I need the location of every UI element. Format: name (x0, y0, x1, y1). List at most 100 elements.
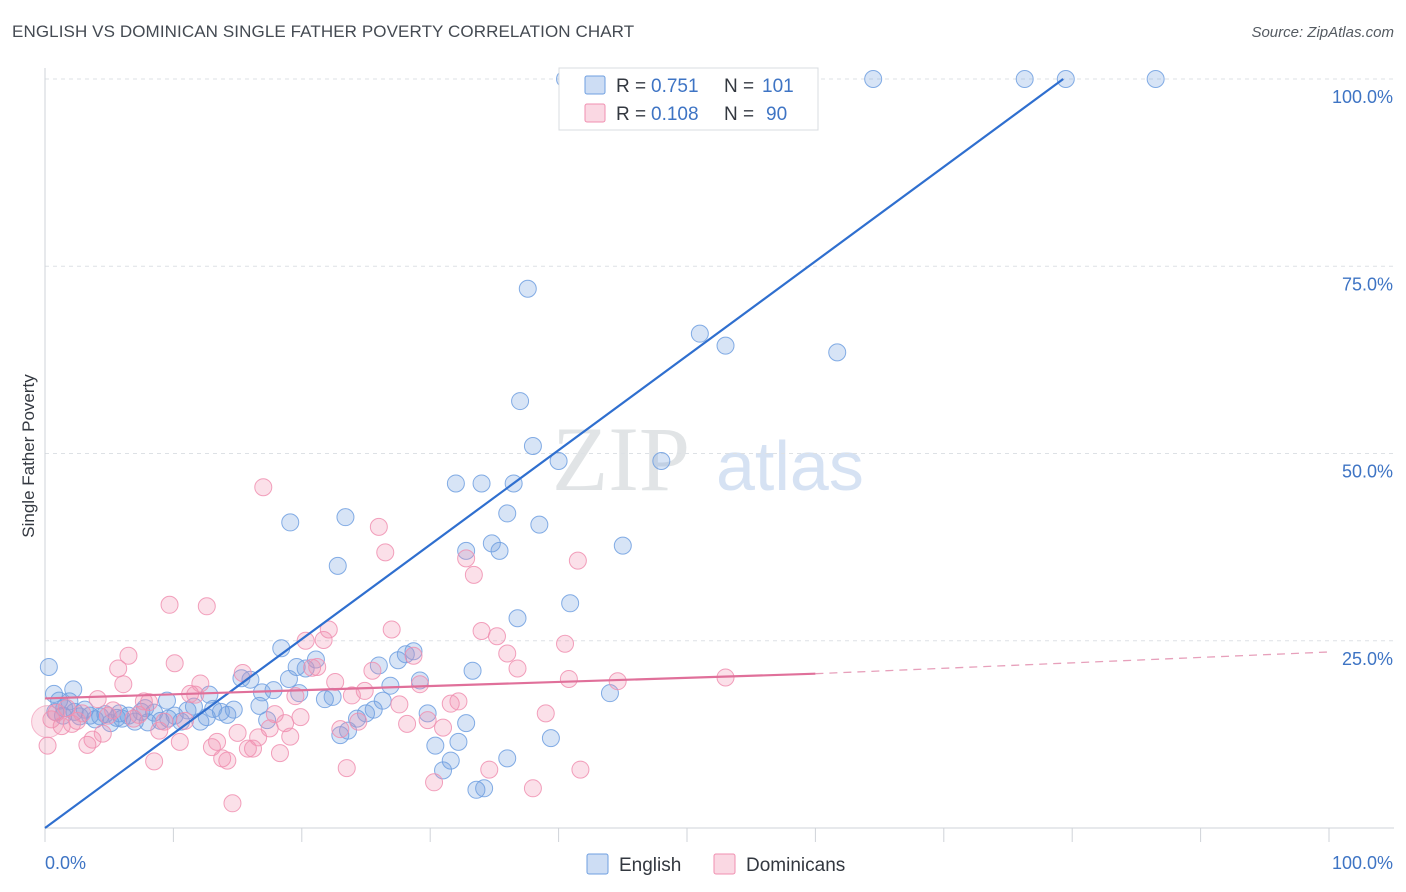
dominican-point-33 (208, 732, 227, 751)
english-point-65 (490, 541, 509, 560)
bottom-legend-swatch-english (586, 853, 609, 875)
english-point-69 (518, 279, 537, 298)
dominican-point-37 (228, 723, 247, 742)
english-point-68 (511, 392, 530, 411)
dominican-point-73 (449, 692, 468, 711)
english-point-53 (404, 642, 423, 661)
dominican-point-8 (78, 735, 97, 754)
trend-lines (44, 78, 1330, 829)
english-point-55 (418, 704, 437, 723)
english-point-109 (1146, 70, 1165, 88)
dominican-point-75 (464, 565, 483, 584)
y-tick-label-3: 100.0% (1332, 87, 1393, 107)
english-point-77 (472, 474, 491, 493)
dominican-point-61 (363, 661, 382, 680)
dominican-point-71 (434, 718, 453, 737)
dominican-point-16 (119, 646, 138, 665)
dominican-point-49 (291, 708, 310, 727)
dominican-point-32 (202, 738, 221, 757)
english-point-45 (339, 721, 358, 740)
dominican-point-66 (398, 714, 417, 733)
dominican-point-0 (38, 736, 57, 755)
dominican-point-9 (83, 730, 102, 749)
y-tick-label-2: 75.0% (1342, 274, 1393, 294)
english-point-108 (1056, 70, 1075, 88)
dominican-point-24 (160, 595, 179, 614)
dominican-point-27 (175, 711, 194, 730)
dominican-point-69 (418, 711, 437, 730)
english-point-48 (364, 700, 383, 719)
english-point-96 (690, 324, 709, 343)
english-point-79 (549, 451, 568, 470)
dominican-point-57 (337, 759, 356, 778)
dominican-point-83 (571, 760, 590, 779)
legend-swatch-dominicans (584, 103, 606, 123)
watermark-atlas: atlas (716, 427, 864, 505)
dominican-point-2 (47, 703, 66, 722)
y-tick-label-0: 25.0% (1342, 649, 1393, 669)
dominican-point-40 (244, 739, 263, 758)
dominican-trend-line (44, 672, 816, 700)
dominican-point-54 (319, 620, 338, 639)
tick-labels: 25.0% 50.0% 75.0% 100.0% 0.0% 100.0% (45, 87, 1393, 873)
english-point-107 (1015, 70, 1034, 88)
english-point-60 (457, 714, 476, 733)
english-point-82 (498, 749, 517, 768)
y-tick-label-1: 50.0% (1342, 462, 1393, 482)
legend-r-label-dominicans: R = (616, 104, 646, 125)
dominican-point-63 (376, 543, 395, 562)
dominican-point-10 (88, 690, 107, 709)
english-point-74 (336, 508, 355, 527)
legend-r-value-english: 0.751 (651, 76, 699, 97)
english-point-62 (467, 780, 486, 799)
english-point-76 (457, 541, 476, 560)
dominican-point-77 (480, 760, 499, 779)
legend-swatch-english (584, 75, 606, 95)
dominican-points (31, 478, 735, 813)
dominican-point-52 (308, 657, 327, 676)
dominican-point-64 (382, 620, 401, 639)
english-point-71 (530, 515, 549, 534)
grid (45, 78, 1394, 642)
dominican-point-70 (425, 773, 444, 792)
english-point-56 (426, 736, 445, 755)
english-point-75 (446, 474, 465, 493)
dominican-point-74 (457, 549, 476, 568)
legend-n-value-dominicans: 90 (766, 104, 787, 125)
dominican-point-84 (556, 634, 575, 653)
dominican-point-82 (536, 704, 555, 723)
english-point-81 (541, 729, 560, 748)
english-point-43 (323, 687, 342, 706)
english-point-98 (828, 343, 847, 362)
bottom-legend-swatch-dominicans (713, 853, 736, 875)
english-point-88 (157, 691, 176, 710)
legend-n-label-dominicans: N = (724, 104, 754, 125)
dominican-point-59 (349, 712, 368, 731)
dominican-point-48 (286, 687, 305, 706)
dominican-point-76 (472, 622, 491, 641)
dominican-point-25 (165, 654, 184, 673)
dominican-point-55 (326, 672, 345, 691)
dominican-point-51 (303, 658, 322, 677)
english-point-57 (434, 761, 453, 780)
dominican-point-45 (270, 744, 289, 763)
dominican-point-large (31, 705, 65, 739)
dominican-point-60 (355, 681, 374, 700)
english-point-49 (373, 691, 392, 710)
dominican-point-35 (218, 751, 237, 770)
dominican-point-11 (93, 724, 112, 743)
axes (44, 68, 1394, 842)
english-point-50 (381, 676, 400, 695)
legend-box (558, 67, 819, 131)
dominican-point-78 (487, 627, 506, 646)
bottom-legend-label-dominicans: Dominicans (746, 855, 845, 876)
english-point-40 (296, 659, 315, 678)
english-point-39 (287, 657, 306, 676)
dominican-point-80 (508, 659, 527, 678)
english-point-73 (328, 556, 347, 575)
y-axis-label: Single Father Poverty (19, 374, 38, 538)
dominican-point-62 (369, 517, 388, 536)
english-point-95 (652, 451, 671, 470)
english-point-34 (250, 696, 269, 715)
dominican-point-36 (223, 794, 242, 813)
